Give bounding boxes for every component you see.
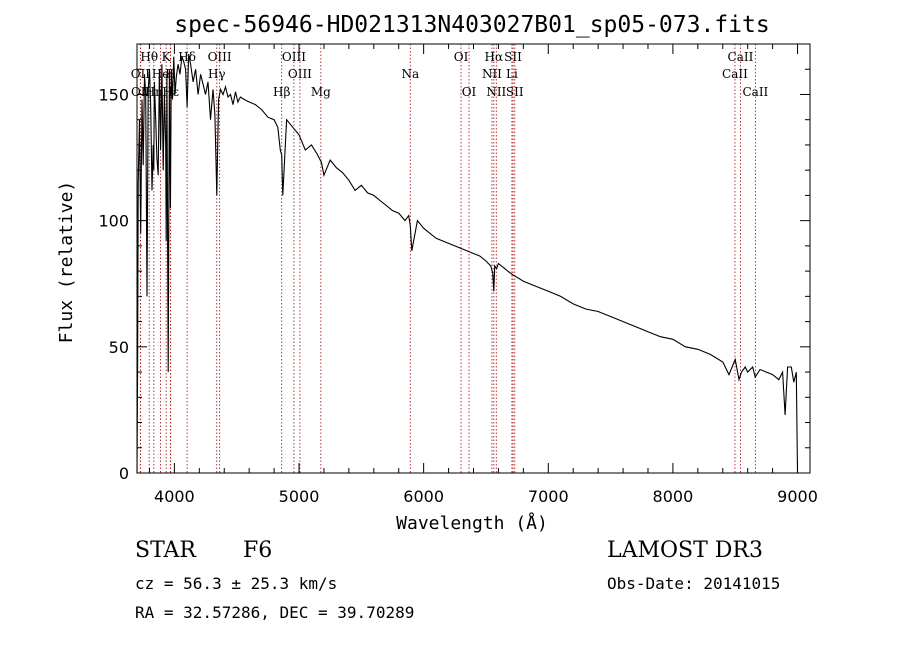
line-label-9: OIII [208,50,232,64]
x-tick-label-8000: 8000 [653,487,694,506]
line-label-8: Hδ [178,50,196,64]
x-tick-label-6000: 6000 [403,487,444,506]
spectrum-line [136,53,799,474]
y-axis-label: Flux (relative) [56,181,77,344]
coordinates: RA = 32.57286, DEC = 39.70289 [135,603,415,622]
line-label-26: CaII [742,85,768,99]
line-label-0: Hθ [140,50,158,64]
object-class: STAR [135,538,196,563]
x-tick-label-9000: 9000 [777,487,818,506]
line-label-13: Hβ [273,85,290,99]
observation-date: Obs-Date: 20141015 [607,574,781,593]
x-tick-label-5000: 5000 [279,487,320,506]
x-tick-label-4000: 4000 [154,487,195,506]
line-label-24: CaII [728,50,754,64]
y-tick-label-150: 150 [98,85,129,104]
line-label-22: Li [506,67,518,81]
line-label-11: OIII [282,50,306,64]
line-label-14: Mg [311,85,331,99]
y-axis: 0 50 100 150 [98,43,810,483]
line-label-20: NII [486,85,506,99]
line-label-18: Hα [485,50,504,64]
line-label-10: Hγ [208,67,226,81]
line-label-5: K [162,50,172,64]
line-label-12: OIII [288,67,312,81]
line-label-21: SII [504,50,522,64]
redshift-value: cz = 56.3 ± 25.3 km/s [135,574,338,593]
chart-title: spec-56946-HD021313N403027B01_sp05-073.f… [174,12,769,38]
y-tick-label-0: 0 [119,464,129,483]
line-label-1: OII [131,67,151,81]
line-label-25: CaII [722,67,748,81]
line-label-19: NII [482,67,502,81]
x-axis: 4000 5000 6000 7000 8000 9000 [148,44,818,506]
x-axis-label: Wavelength (Å) [396,512,548,534]
line-label-16: OI [454,50,469,64]
spectral-subclass: F6 [243,538,273,563]
spectral-line-markers [139,44,756,473]
y-tick-label-50: 50 [109,338,129,357]
plot-frame [136,43,811,474]
line-label-17: OI [462,85,477,99]
line-label-6: H [165,67,175,81]
y-tick-label-100: 100 [98,212,129,231]
line-label-23: SII [506,85,524,99]
line-label-15: Na [401,67,419,81]
line-label-3: He [152,67,170,81]
x-tick-label-7000: 7000 [528,487,569,506]
survey-name: LAMOST DR3 [607,538,763,563]
